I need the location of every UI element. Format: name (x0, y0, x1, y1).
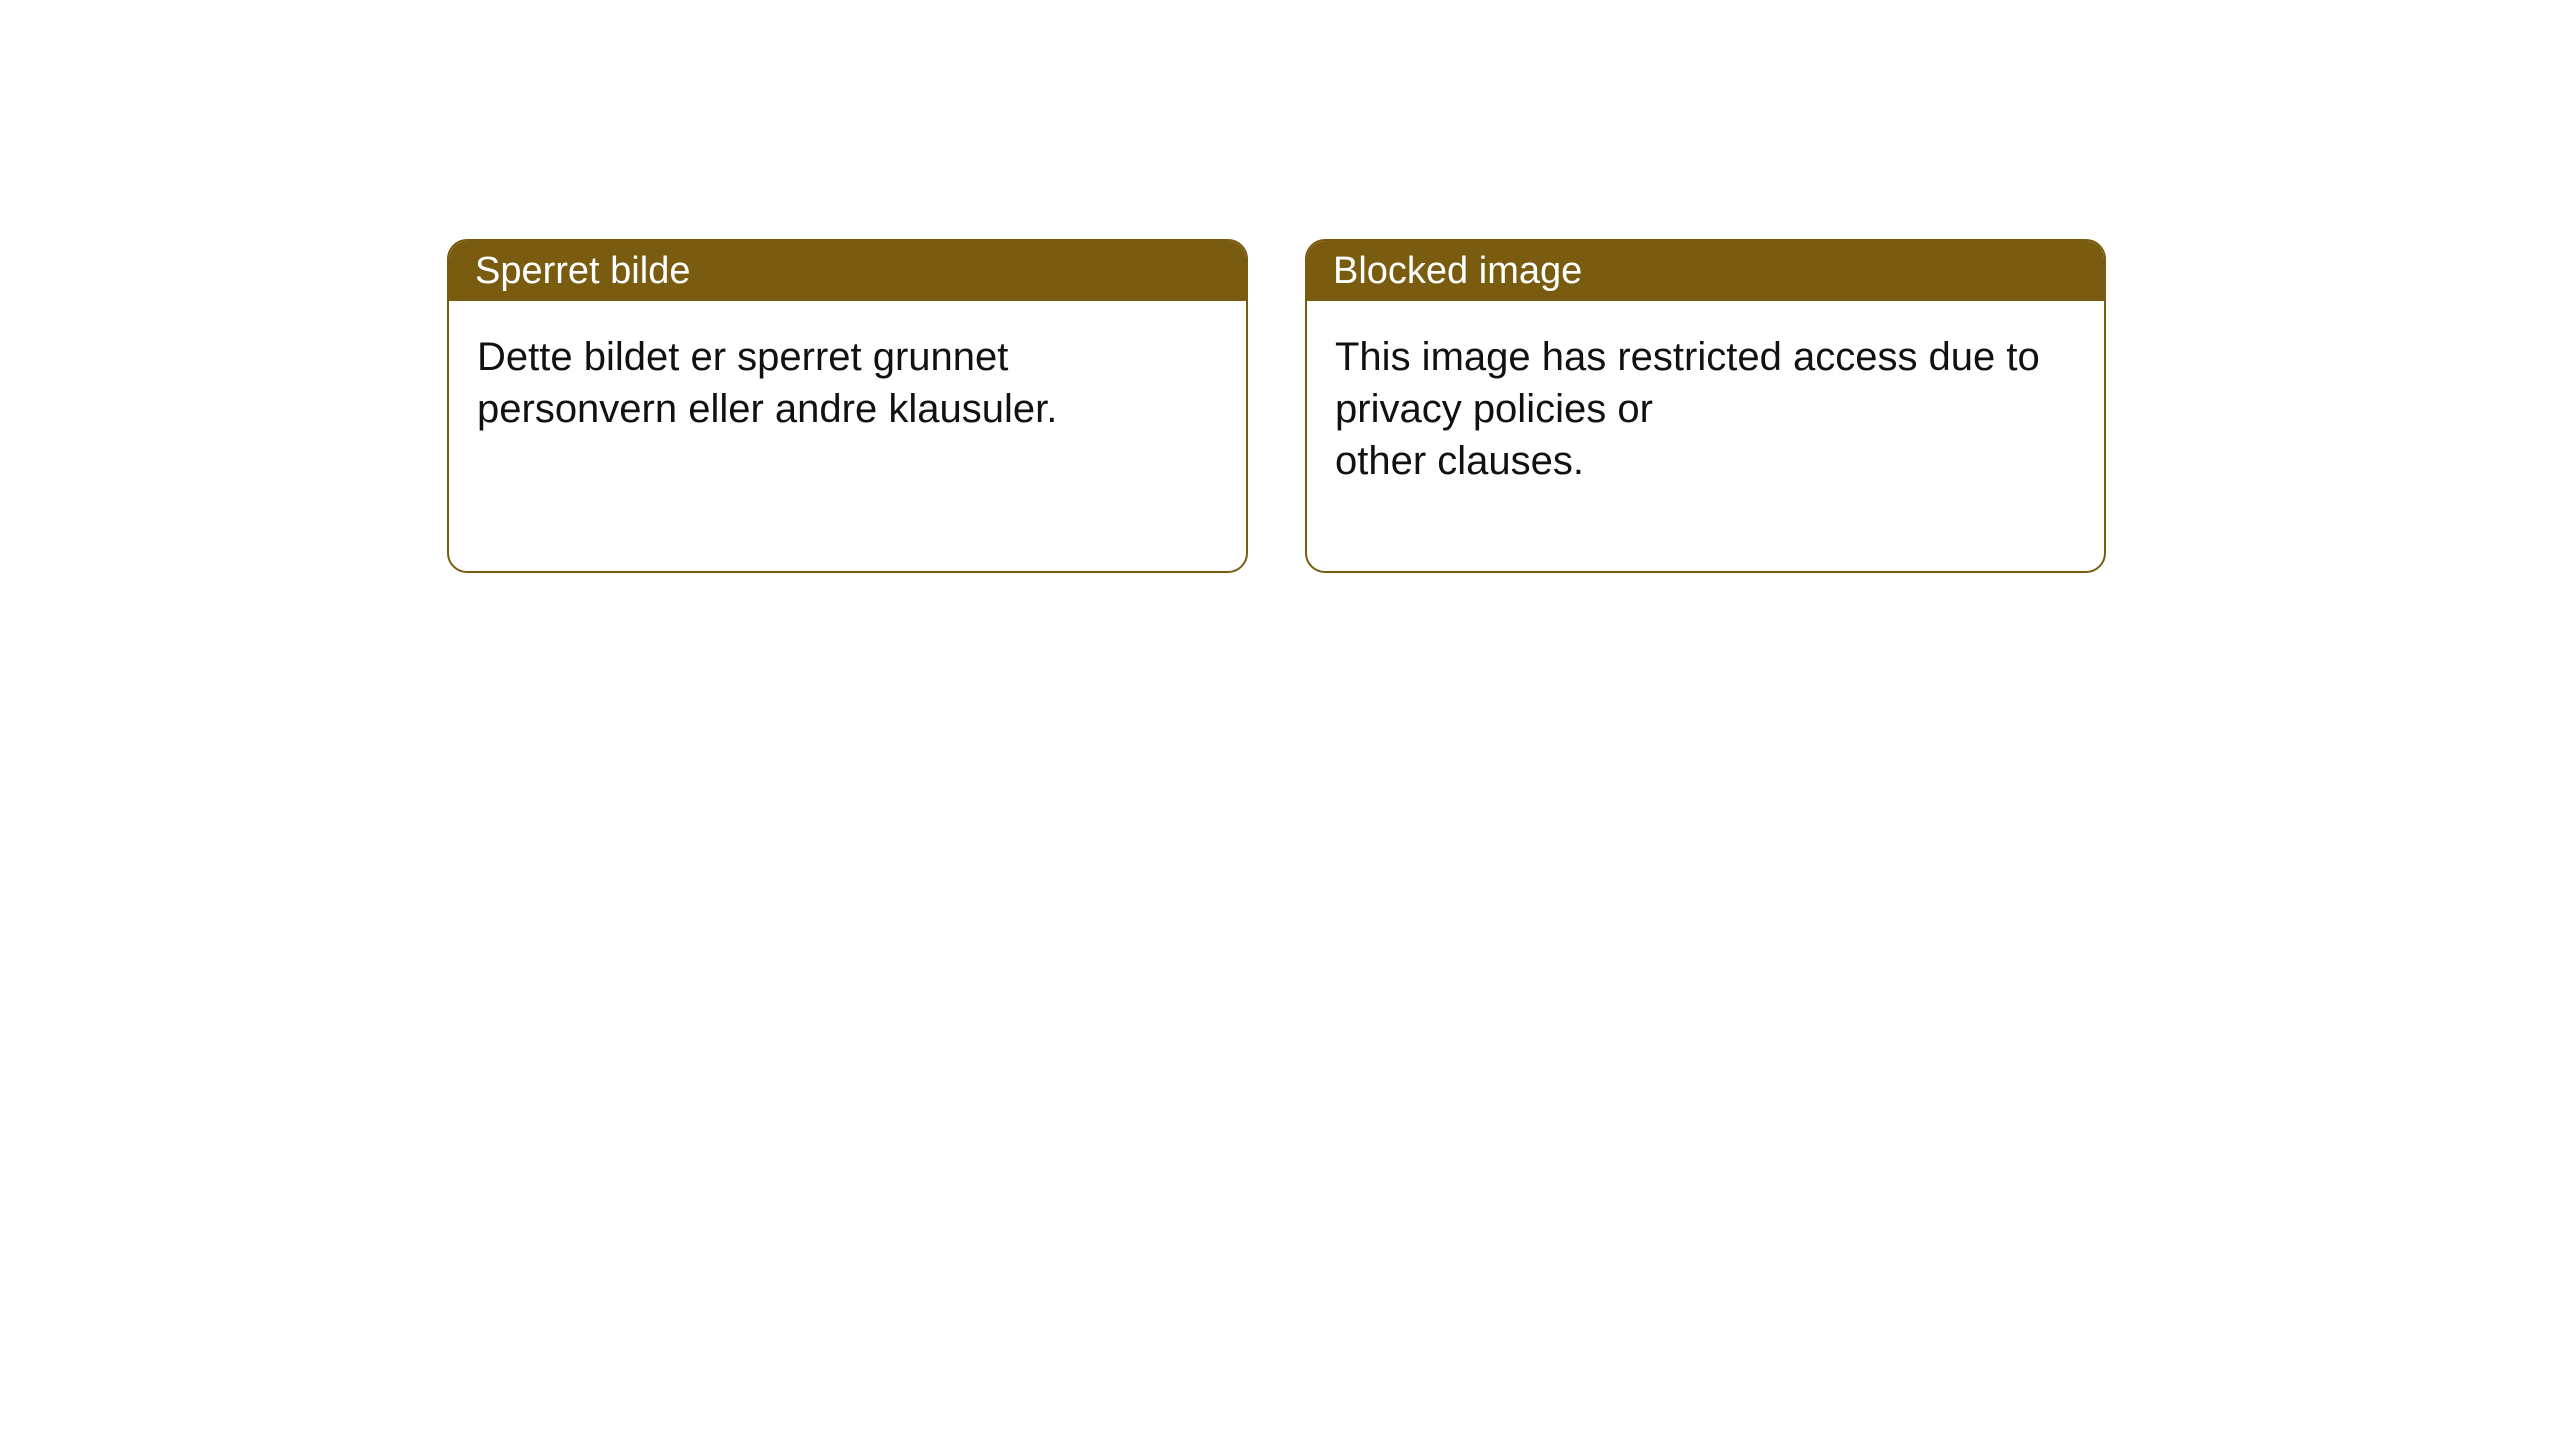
notice-header-en: Blocked image (1307, 241, 2104, 301)
notice-header-no: Sperret bilde (449, 241, 1246, 301)
notice-header-text-no: Sperret bilde (475, 250, 690, 293)
notice-body-en: This image has restricted access due to … (1307, 301, 2104, 487)
notice-header-text-en: Blocked image (1333, 250, 1582, 293)
notice-card-no: Sperret bilde Dette bildet er sperret gr… (447, 239, 1248, 573)
page-canvas: Sperret bilde Dette bildet er sperret gr… (0, 0, 2560, 1440)
notice-body-no: Dette bildet er sperret grunnet personve… (449, 301, 1246, 435)
notice-card-en: Blocked image This image has restricted … (1305, 239, 2106, 573)
